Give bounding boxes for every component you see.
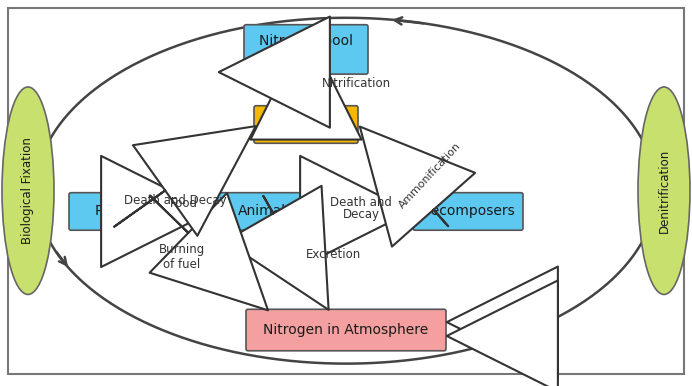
Text: Plant: Plant bbox=[94, 205, 129, 218]
Text: Nitrogen pool
in soil: Nitrogen pool in soil bbox=[259, 34, 353, 64]
Ellipse shape bbox=[638, 87, 690, 295]
Text: Excretion: Excretion bbox=[306, 249, 361, 261]
FancyBboxPatch shape bbox=[413, 193, 523, 230]
Text: Decomposers: Decomposers bbox=[421, 205, 516, 218]
Ellipse shape bbox=[2, 87, 54, 295]
Text: Burning
of fuel: Burning of fuel bbox=[159, 243, 205, 271]
Text: Nitrification: Nitrification bbox=[322, 78, 391, 90]
Text: Death and Decay: Death and Decay bbox=[124, 194, 226, 207]
Text: Death and: Death and bbox=[330, 196, 392, 209]
FancyBboxPatch shape bbox=[8, 8, 684, 374]
FancyBboxPatch shape bbox=[215, 193, 309, 230]
Text: Food: Food bbox=[170, 197, 198, 210]
FancyBboxPatch shape bbox=[254, 106, 358, 143]
Text: Ammonification: Ammonification bbox=[397, 141, 463, 211]
Text: Animal: Animal bbox=[238, 205, 286, 218]
Text: Biological Fixation: Biological Fixation bbox=[21, 137, 35, 244]
Text: Nitrogen in Atmosphere: Nitrogen in Atmosphere bbox=[264, 323, 428, 337]
FancyBboxPatch shape bbox=[244, 25, 368, 74]
FancyBboxPatch shape bbox=[246, 309, 446, 351]
Text: Decay: Decay bbox=[343, 208, 379, 221]
FancyBboxPatch shape bbox=[69, 193, 155, 230]
Text: Denitrification: Denitrification bbox=[657, 149, 671, 233]
Text: Ammonia: Ammonia bbox=[273, 117, 339, 132]
